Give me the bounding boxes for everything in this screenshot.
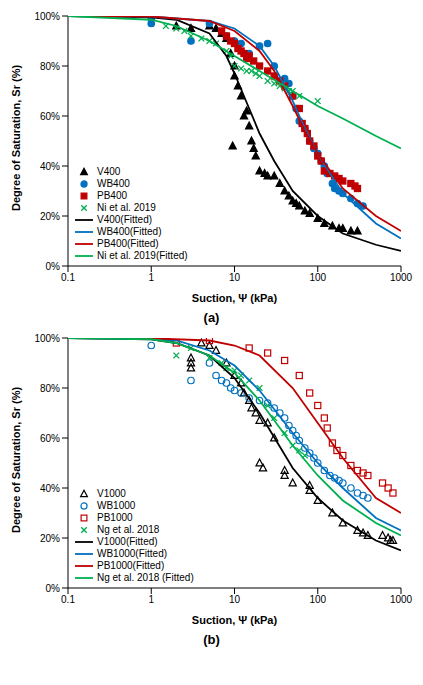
- svg-text:20%: 20%: [40, 211, 60, 222]
- svg-text:40%: 40%: [40, 161, 60, 172]
- html-text:PB1000: PB1000: [97, 512, 133, 523]
- html-text:V1000: V1000: [97, 488, 126, 499]
- svg-text:0%: 0%: [46, 583, 61, 594]
- svg-text:0%: 0%: [46, 261, 61, 272]
- html-text:Ng et al. 2018 (Fitted): Ng et al. 2018 (Fitted): [97, 572, 194, 583]
- svg-text:60%: 60%: [40, 111, 60, 122]
- html-text:PB400(Fitted): PB400(Fitted): [97, 238, 159, 249]
- html-text:WB1000(Fitted): WB1000(Fitted): [97, 548, 167, 559]
- svg-text:60%: 60%: [40, 433, 60, 444]
- svg-text:1: 1: [148, 594, 154, 605]
- svg-text:1000: 1000: [390, 272, 413, 283]
- html-text:WB400: WB400: [97, 178, 130, 189]
- svg-text:100: 100: [309, 272, 326, 283]
- html-text:(b): (b): [203, 632, 220, 647]
- svg-text:10: 10: [229, 272, 241, 283]
- svg-text:Suction, Ψ (kPa): Suction, Ψ (kPa): [192, 292, 278, 304]
- svg-text:100%: 100%: [34, 11, 60, 22]
- html-text:PB400: PB400: [97, 190, 127, 201]
- html-text:PB1000(Fitted): PB1000(Fitted): [97, 560, 165, 571]
- svg-text:0.1: 0.1: [61, 272, 75, 283]
- html-text:V1000(Fitted): V1000(Fitted): [97, 536, 158, 547]
- svg-text:100%: 100%: [34, 333, 60, 344]
- svg-text:1000: 1000: [390, 594, 413, 605]
- html-text:Ni et al. 2019(Fitted): Ni et al. 2019(Fitted): [97, 250, 188, 261]
- html-text:V400(Fitted): V400(Fitted): [97, 214, 152, 225]
- svg-text:Degree of Saturation, Sr (%): Degree of Saturation, Sr (%): [10, 387, 22, 533]
- html-text:V400: V400: [97, 166, 121, 177]
- svg-text:Degree of Saturation, Sr (%): Degree of Saturation, Sr (%): [10, 65, 22, 211]
- html-text:(a): (a): [203, 310, 220, 325]
- svg-text:80%: 80%: [40, 383, 60, 394]
- html-text:Ni et al. 2019: Ni et al. 2019: [97, 202, 156, 213]
- html-text:Ng et al. 2018: Ng et al. 2018: [97, 524, 160, 535]
- svg-text:10: 10: [229, 594, 241, 605]
- svg-text:80%: 80%: [40, 61, 60, 72]
- html-text:WB400(Fitted): WB400(Fitted): [97, 226, 162, 237]
- html-text:WB1000: WB1000: [97, 500, 136, 511]
- svg-text:20%: 20%: [40, 533, 60, 544]
- svg-text:0.1: 0.1: [61, 594, 75, 605]
- svg-text:100: 100: [309, 594, 326, 605]
- svg-text:1: 1: [148, 272, 154, 283]
- svg-text:40%: 40%: [40, 483, 60, 494]
- svg-text:Suction, Ψ (kPa): Suction, Ψ (kPa): [192, 614, 278, 626]
